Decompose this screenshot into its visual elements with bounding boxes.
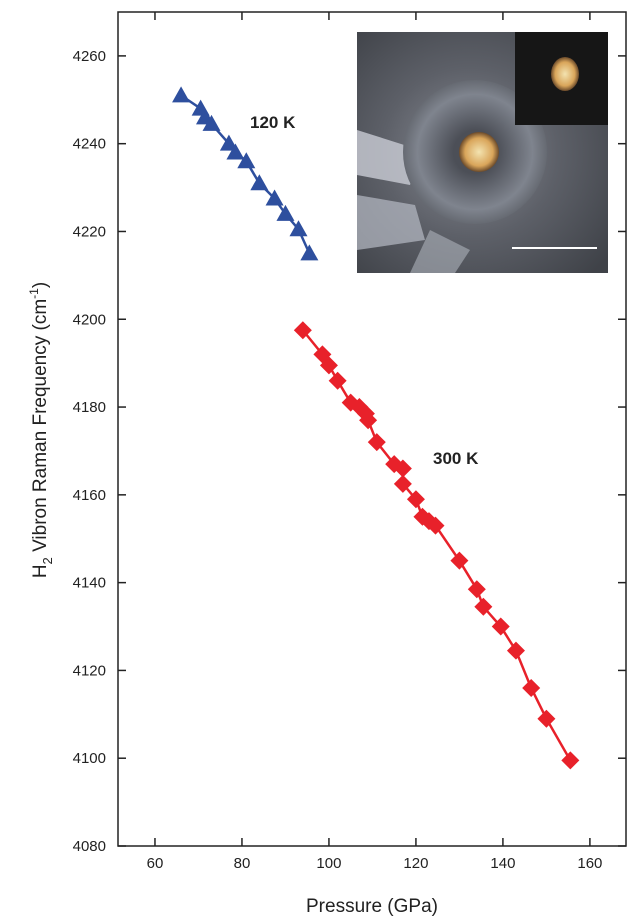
y-tick-label: 4260 <box>73 48 106 65</box>
data-point <box>426 516 445 535</box>
annotation: 300 K <box>433 449 479 468</box>
plot-frame <box>117 11 627 847</box>
data-point <box>474 597 493 616</box>
data-point <box>328 371 347 390</box>
data-point <box>265 189 284 206</box>
x-tick-label: 160 <box>577 855 602 872</box>
data-point <box>561 751 580 770</box>
data-point <box>367 433 386 452</box>
data-point <box>393 459 412 478</box>
y-tick-label: 4220 <box>73 223 106 240</box>
y-tick-label: 4180 <box>73 399 106 416</box>
x-axis-title: Pressure (GPa) <box>306 896 438 917</box>
data-point <box>393 474 412 493</box>
y-axis-title: H2 Vibron Raman Frequency (cm-1) <box>27 282 55 578</box>
data-point <box>506 641 525 660</box>
data-point <box>467 580 486 599</box>
data-point <box>319 356 338 375</box>
y-tick-label: 4160 <box>73 487 106 504</box>
data-point <box>406 490 425 509</box>
x-tick-label: 100 <box>316 855 341 872</box>
data-point <box>537 709 556 728</box>
data-point <box>300 244 319 261</box>
data-point <box>359 411 378 430</box>
y-tick-label: 4140 <box>73 575 106 592</box>
data-point <box>293 321 312 340</box>
data-point <box>226 143 245 160</box>
data-point <box>219 134 238 151</box>
x-tick-label: 120 <box>403 855 428 872</box>
x-tick-label: 60 <box>147 855 164 872</box>
data-point <box>237 152 256 169</box>
x-tick-label: 80 <box>234 855 251 872</box>
inset-photo <box>357 32 608 273</box>
y-tick-label: 4200 <box>73 311 106 328</box>
data-point <box>250 174 269 191</box>
x-tick-label: 140 <box>490 855 515 872</box>
data-point <box>522 678 541 697</box>
data-point <box>450 551 469 570</box>
annotation: 120 K <box>250 113 296 132</box>
data-point <box>289 220 308 237</box>
data-point <box>276 204 295 221</box>
y-tick-label: 4080 <box>73 838 106 855</box>
data-point <box>491 617 510 636</box>
y-tick-label: 4240 <box>73 136 106 153</box>
data-point <box>202 114 221 131</box>
y-tick-label: 4100 <box>73 750 106 767</box>
data-point <box>172 86 191 103</box>
y-tick-label: 4120 <box>73 662 106 679</box>
